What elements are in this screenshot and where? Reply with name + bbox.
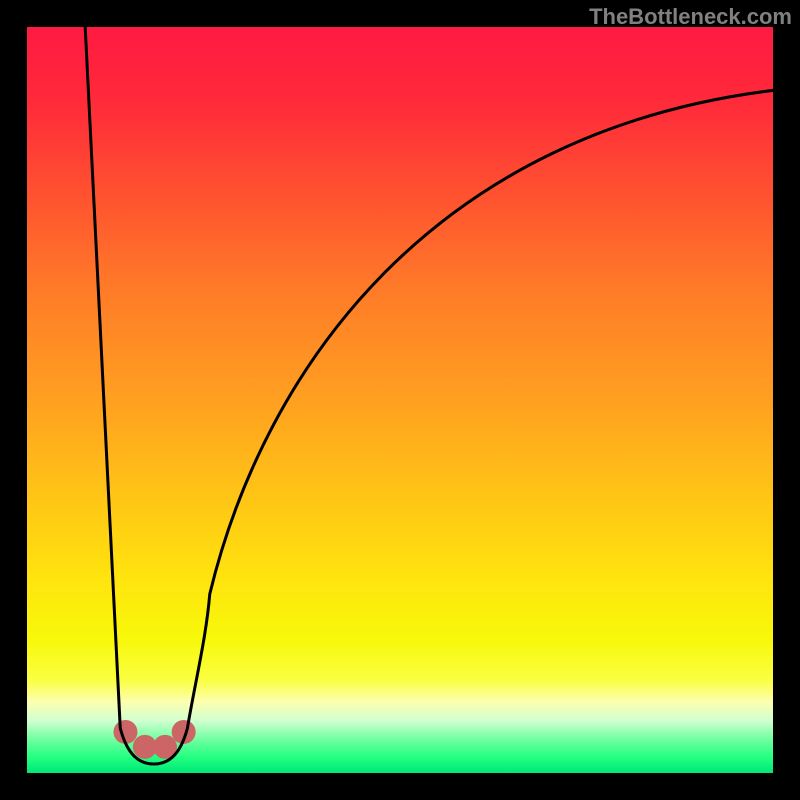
plot-area [27,27,773,773]
gradient-background [27,27,773,773]
chart-container: TheBottleneck.com [0,0,800,800]
chart-svg [27,27,773,773]
watermark-text: TheBottleneck.com [589,4,792,30]
